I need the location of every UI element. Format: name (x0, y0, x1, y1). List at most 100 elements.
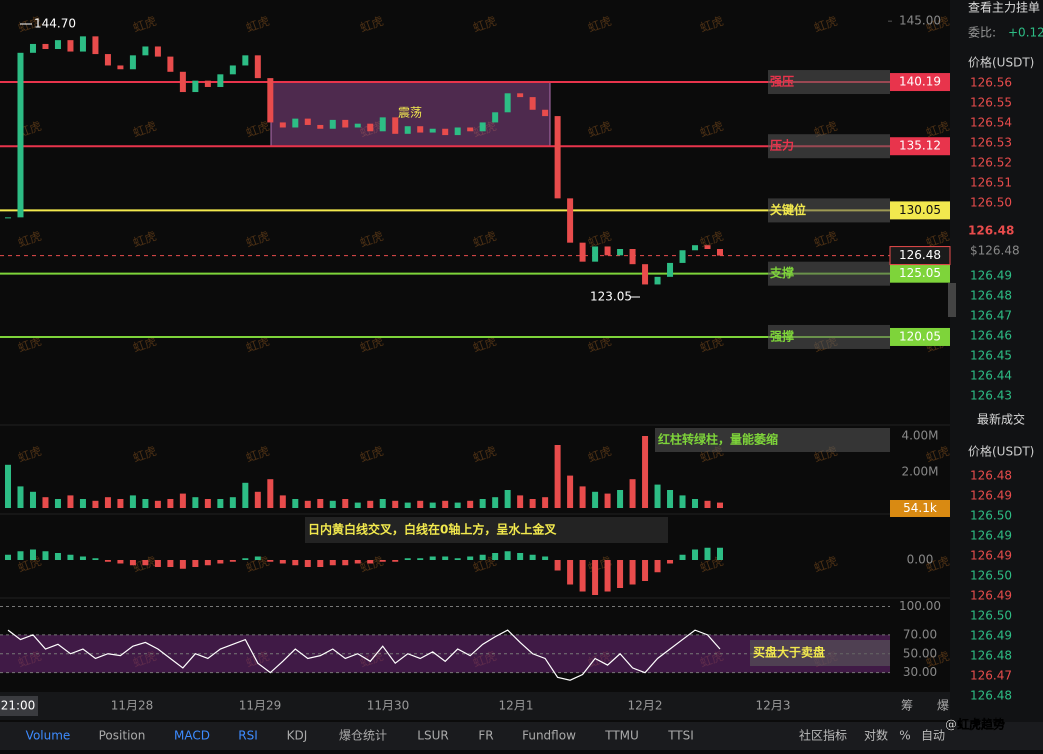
axis-icon[interactable]: 筹 (901, 699, 913, 713)
trade-price: 126.49 (970, 589, 1012, 603)
collapse-handle[interactable] (948, 283, 956, 317)
volume-bar (604, 493, 611, 508)
tab[interactable]: Position (99, 729, 146, 743)
toolbar-option[interactable]: % (899, 729, 910, 743)
level-value-bg (890, 137, 950, 156)
volume-bar (242, 482, 249, 508)
macd-bar (542, 556, 549, 560)
ask-price: 126.56 (970, 76, 1012, 90)
candle (654, 276, 661, 285)
candle (342, 119, 349, 128)
tab[interactable]: KDJ (287, 729, 308, 743)
tab[interactable]: LSUR (417, 729, 448, 743)
candle (142, 46, 149, 56)
axis-icon[interactable]: 爆 (937, 699, 949, 713)
ask-price: 126.55 (970, 96, 1012, 110)
macd-bar (629, 560, 636, 585)
level-tag-bg (768, 324, 890, 349)
tab[interactable]: RSI (238, 729, 258, 743)
ask-price: 126.52 (970, 156, 1012, 170)
annotation-bg (305, 517, 668, 543)
volume-bar (67, 495, 74, 508)
y-tick-label: 30.00 (903, 665, 937, 679)
macd-bar (42, 551, 49, 560)
level-tag: 强撑 (770, 328, 794, 343)
volume-bar (117, 499, 124, 508)
volume-bar (629, 479, 636, 508)
y-tick-label: 145.00 (899, 14, 941, 28)
volume-bar (42, 497, 49, 508)
candle (167, 56, 174, 72)
candle (292, 118, 299, 128)
volume-bar (454, 502, 461, 508)
level-value: 125.05 (899, 266, 941, 280)
trades-title: 最新成交 (977, 412, 1025, 427)
candle (379, 117, 386, 132)
macd-bar (242, 558, 249, 560)
bid-price: 126.47 (970, 309, 1012, 323)
candle (554, 116, 561, 199)
volume-bar (692, 499, 699, 508)
volume-bar (579, 486, 586, 508)
volume-bar (167, 499, 174, 508)
low-label: 123.05 (590, 290, 632, 304)
candle (79, 36, 86, 52)
x-tick-label: 12月1 (499, 699, 534, 713)
x-tick-label: 12月2 (628, 699, 663, 713)
tab[interactable]: TTMU (604, 729, 639, 743)
trade-price: 126.48 (970, 469, 1012, 483)
volume-bar (154, 500, 161, 508)
candle (692, 245, 699, 251)
tab[interactable]: Volume (26, 729, 71, 743)
candle (92, 36, 99, 55)
tab[interactable]: Fundflow (522, 729, 576, 743)
candle (667, 262, 674, 277)
candle (504, 93, 511, 113)
macd-bar (179, 560, 186, 569)
bid-price: 126.49 (970, 269, 1012, 283)
volume-bar (667, 490, 674, 508)
volume-bar (104, 497, 111, 508)
level-value: 135.12 (899, 139, 941, 153)
volume-current-bg (890, 500, 950, 517)
level-value: 130.05 (899, 203, 941, 217)
volume-bar (342, 499, 349, 508)
volume-bar (567, 475, 574, 508)
trade-price: 126.49 (970, 489, 1012, 503)
volume-bar (717, 502, 723, 508)
volume-bar (317, 499, 324, 508)
macd-bar (17, 551, 24, 560)
trade-price: 126.49 (970, 629, 1012, 643)
volume-bar (592, 491, 599, 508)
volume-bar (417, 500, 424, 508)
candle (679, 250, 686, 263)
tab[interactable]: MACD (174, 729, 210, 743)
tab[interactable]: 爆仓统计 (339, 729, 387, 743)
candle (529, 97, 536, 110)
toolbar-option[interactable]: 社区指标 (799, 728, 847, 743)
panel-title[interactable]: 查看主力挂单 (968, 1, 1040, 15)
volume-bar (17, 486, 24, 508)
macd-bar (479, 554, 486, 560)
level-value-bg (890, 264, 950, 283)
macd-bar (329, 560, 336, 566)
macd-bar (404, 558, 411, 560)
trade-price: 126.48 (970, 689, 1012, 703)
tab[interactable]: FR (478, 729, 493, 743)
toolbar-option[interactable]: 对数 (864, 728, 888, 743)
macd-bar (304, 560, 311, 567)
macd-bar (692, 549, 699, 560)
level-tag-bg (768, 198, 890, 223)
macd-bar (454, 558, 461, 560)
candle (604, 246, 611, 256)
toolbar-option[interactable]: 自动 (921, 729, 945, 743)
level-value-bg (890, 73, 950, 92)
volume-bar (92, 500, 99, 508)
macd-bar (704, 547, 711, 560)
volume-bar (5, 464, 11, 508)
volume-bar (404, 502, 411, 508)
candle (479, 122, 486, 132)
trade-price: 126.47 (970, 669, 1012, 683)
tab[interactable]: TTSI (667, 729, 694, 743)
macd-bar (354, 560, 361, 564)
